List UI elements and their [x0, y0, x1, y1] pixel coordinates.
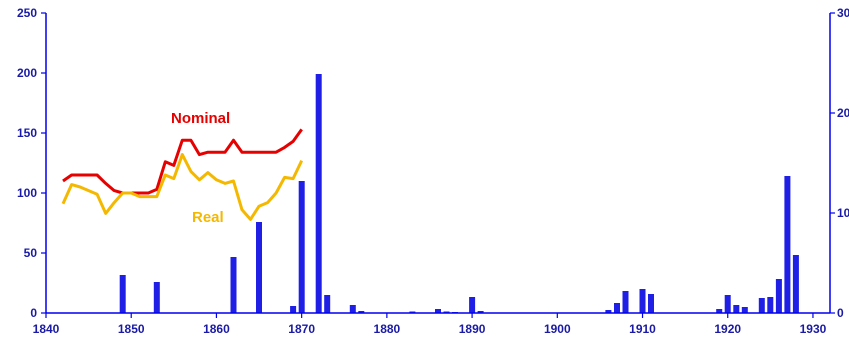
bar-series — [119, 74, 799, 313]
right-tick-label: 30 — [837, 6, 849, 20]
bar — [648, 294, 654, 313]
x-tick-label: 1900 — [544, 322, 571, 336]
bar — [324, 295, 331, 313]
right-tick-label: 20 — [837, 106, 849, 120]
bar — [119, 275, 126, 313]
x-tick-label: 1890 — [459, 322, 486, 336]
bar — [256, 222, 262, 313]
tick-labels: 0 50 100 150 200 250 0 10 20 30 1840 1850 1860 1870 18… — [17, 6, 849, 336]
left-tick-label: 250 — [17, 6, 37, 20]
bar — [153, 282, 160, 313]
bar — [767, 297, 774, 313]
bar — [716, 309, 723, 313]
right-tick-label: 0 — [837, 306, 844, 320]
axes — [45, 13, 831, 314]
x-tick-label: 1930 — [800, 322, 827, 336]
x-tick-label: 1880 — [374, 322, 401, 336]
bar — [724, 295, 731, 313]
bar — [614, 303, 620, 313]
bar — [792, 255, 799, 313]
bar — [315, 74, 322, 313]
bar — [622, 291, 629, 313]
bar — [298, 181, 305, 313]
line-series-nominal — [62, 128, 303, 195]
bar — [230, 257, 237, 313]
right-tick-label: 10 — [837, 206, 849, 220]
bar — [358, 311, 365, 313]
line-series-real — [61, 153, 304, 221]
x-tick-label: 1850 — [118, 322, 145, 336]
x-tick-label: 1870 — [288, 322, 315, 336]
bar — [758, 298, 765, 313]
left-tick-label: 0 — [30, 306, 37, 320]
bar — [741, 307, 748, 313]
left-tick-label: 150 — [17, 126, 37, 140]
left-tick-label: 200 — [17, 66, 37, 80]
bar — [733, 305, 740, 313]
line-series-group — [61, 128, 304, 221]
nominal-series-label: Nominal — [171, 110, 230, 127]
bar — [290, 306, 297, 313]
left-tick-label: 100 — [17, 186, 37, 200]
bar — [469, 297, 476, 313]
bar — [477, 311, 484, 313]
left-tick-label: 50 — [24, 246, 38, 260]
bar — [605, 310, 612, 313]
x-tick-label: 1920 — [714, 322, 741, 336]
bar — [775, 279, 782, 313]
real-series-label: Real — [192, 209, 224, 226]
x-tick-label: 1910 — [629, 322, 656, 336]
bar — [435, 309, 441, 313]
bar — [784, 176, 791, 313]
x-tick-label: 1860 — [203, 322, 230, 336]
bar — [639, 289, 646, 313]
x-tick-label: 1840 — [33, 322, 60, 336]
bar — [349, 305, 356, 313]
